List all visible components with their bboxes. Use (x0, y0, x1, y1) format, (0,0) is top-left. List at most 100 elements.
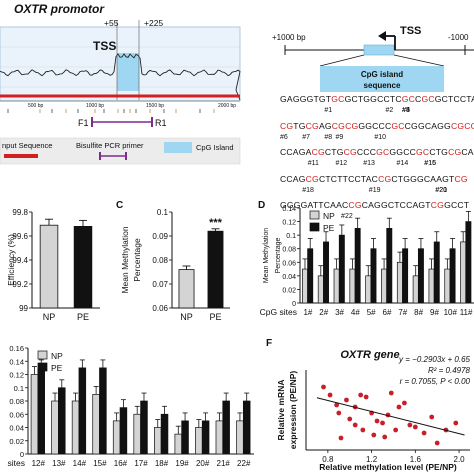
y-axis-label: Relative mRNA (276, 380, 286, 441)
bar-np (154, 427, 162, 455)
legend-swatch-pe (309, 222, 320, 232)
ruler-label: 1000 bp (86, 103, 104, 109)
bar-np (92, 394, 100, 455)
legend-swatch-np (37, 350, 48, 360)
cpg-tss-label: TSS (400, 25, 421, 37)
bar-np (30, 374, 39, 455)
bar-pe (242, 400, 251, 455)
cpg-site-label: #7 (302, 134, 310, 141)
y-axis-label: Mean Methylation (120, 226, 130, 293)
cpg-site-label: #1 (324, 107, 332, 114)
y-tick-label: 0.1 (14, 384, 24, 393)
cpg-site-label: #15 (424, 160, 436, 167)
sequence-line: CCAGCGCTCTTCCTACCGCTGGGCAAGTCG (280, 174, 468, 184)
bar-pe (354, 228, 361, 304)
bar-pe (181, 420, 189, 455)
x-tick-label: 2# (319, 308, 328, 317)
x-tick-label: 2.0 (454, 455, 466, 464)
cpg-site-label: #13 (363, 160, 375, 167)
zoom-guide (393, 54, 445, 67)
y-tick-label: 0.14 (9, 357, 24, 366)
panel-label-d: D (258, 200, 265, 211)
bar-pe (338, 234, 345, 304)
y-tick-label: 0.06 (9, 410, 24, 419)
y-tick-label: 0.09 (152, 232, 168, 241)
panel-label-f: F (266, 338, 272, 349)
scatter-point (396, 404, 402, 410)
primer-pair: F1 R1 (78, 117, 167, 128)
x-tick-label: 12# (32, 459, 46, 468)
x-tick-label: 22# (237, 459, 251, 468)
x-axis-label: Relative methylation level (PE/NP) (319, 462, 457, 472)
scatter-point (382, 434, 388, 440)
y-tick-label: 0 (292, 301, 296, 308)
bar-pe (222, 400, 230, 455)
sequence-line: CGTGCGAGCGCGGGCCCGCCGGCAGGCGCGC (280, 121, 474, 131)
cpg-left-bp-label: +1000 bp (272, 33, 306, 42)
bar-pe (402, 248, 409, 304)
cpg-island-zoom-box (320, 66, 444, 92)
bar-pe (201, 420, 210, 455)
x-tick-label: 1.6 (410, 455, 422, 464)
x-axis-label: CpG sites (260, 307, 297, 317)
bar-np (51, 400, 59, 455)
x-tick-label: NP (180, 312, 193, 322)
x-tick-label: 9# (430, 308, 439, 317)
bar-pe (417, 248, 424, 304)
legend-label: PE (323, 223, 335, 233)
bar-np (444, 268, 451, 304)
ruler-label: 500 bp (28, 103, 44, 109)
pos-start-label: +55 (104, 18, 119, 28)
legend-swatch-np (309, 210, 320, 220)
x-tick-label: NP (43, 312, 56, 322)
bar-pe (78, 367, 87, 455)
cpg-site-label: #11 (308, 160, 319, 167)
cpg-sequence-lines: GAGGGTGTGCGCTGGCCTCGCCGCGCTCCTAG #1 #2 #3#4… (280, 94, 474, 220)
legend-box (0, 137, 241, 165)
y-tick-label: 0 (20, 450, 24, 459)
y-tick-label: 99.4 (12, 256, 28, 265)
scatter-point (360, 427, 366, 433)
cpg-site-label: #16 (424, 160, 436, 167)
bar-np (333, 268, 340, 304)
y-tick-label: 0.12 (9, 371, 24, 380)
cpg-island-panel: +1000 bp -1000 TSS CpG island sequence G… (272, 25, 474, 220)
legend-label: PE (51, 363, 63, 373)
y-tick-label: 99.8 (12, 208, 28, 217)
x-tick-label: 18# (155, 459, 169, 468)
bar-pe (58, 387, 66, 455)
y-tick-label: 99 (19, 304, 28, 313)
cpg-site-label: #8 (324, 134, 332, 141)
y-axis-label: Mean Methylation (263, 228, 270, 283)
cpg-site-label: #10 (374, 134, 386, 141)
bar-np (412, 275, 419, 304)
x-tick-label: 13# (52, 459, 66, 468)
cpg-site-label: #18 (302, 187, 314, 194)
scatter-point (380, 420, 385, 426)
x-tick-label: 16# (114, 459, 128, 468)
ruler-label: 2000 bp (218, 103, 236, 109)
scatter-point (393, 427, 399, 433)
cpg-site-label: #4 (402, 107, 410, 114)
bar-np (215, 420, 224, 455)
bar-pe (119, 407, 128, 455)
y-tick-label: 0.04 (282, 274, 296, 281)
scatter-point (374, 418, 380, 424)
x-tick-label: 1# (303, 308, 312, 317)
x-tick-label: 4# (351, 308, 360, 317)
scatter-point (347, 416, 353, 422)
bar-pe (73, 225, 93, 309)
bar-np (174, 433, 183, 455)
methylation-profile-line (0, 53, 241, 101)
bar-np (195, 427, 203, 455)
bar-np (317, 275, 324, 304)
regression-equation: y = −0.2903x + 0.65 (398, 355, 470, 364)
legend-input-swatch (4, 154, 38, 158)
scatter-point (402, 400, 407, 406)
x-tick-label: 19# (175, 459, 189, 468)
bar-pe (160, 413, 169, 455)
scatter-point (371, 432, 377, 438)
cpg-site-label: #20 (435, 187, 447, 194)
y-tick-label: 0.14 (282, 206, 296, 213)
